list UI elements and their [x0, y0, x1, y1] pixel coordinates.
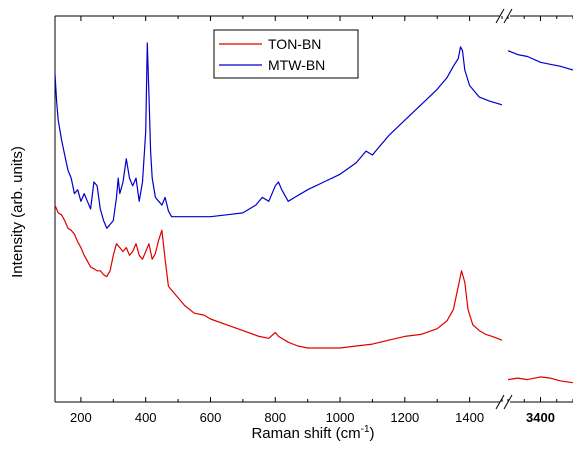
axis-break-slash	[503, 394, 513, 410]
x-tick-label: 3400	[526, 410, 555, 425]
x-axis-title-main: Raman shift (cm	[251, 425, 360, 442]
axis-break-marks	[495, 8, 513, 410]
legend-box	[213, 29, 359, 79]
legend-label-mtw-bn: MTW-BN	[268, 57, 325, 73]
x-tick-label: 800	[264, 410, 286, 425]
x-tick-label: 1400	[455, 410, 484, 425]
x-tick-label: 200	[70, 410, 92, 425]
x-axis-title-sup: -1	[361, 424, 370, 435]
legend-label-ton-bn: TON-BN	[268, 36, 321, 52]
x-axis-title: Raman shift (cm-1)	[251, 424, 374, 442]
legend: TON-BN MTW-BN	[213, 29, 359, 79]
x-axis-title-close: )	[370, 425, 375, 442]
y-axis-title: Intensity (arb. units)	[9, 146, 26, 278]
x-tick-label: 1200	[390, 410, 419, 425]
series-layer	[54, 42, 573, 384]
series-line-ton-bn	[54, 204, 503, 349]
x-tick-label: 400	[135, 410, 157, 425]
axis-break-slash	[495, 8, 505, 24]
series-line-ton-bn	[507, 376, 573, 384]
axis-break-slash	[503, 8, 513, 24]
axis-break-slash	[495, 394, 505, 410]
series-line-mtw-bn	[54, 42, 503, 229]
x-tick-label: 600	[200, 410, 222, 425]
x-tick-label: 1000	[326, 410, 355, 425]
x-ticks: 200 400 600 800 1000 1200 1400 3400	[70, 16, 573, 425]
series-line-mtw-bn	[507, 50, 573, 71]
